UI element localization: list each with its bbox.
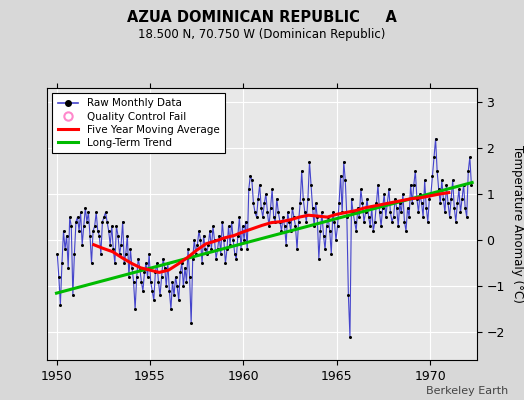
Text: AZUA DOMINICAN REPUBLIC     A: AZUA DOMINICAN REPUBLIC A <box>127 10 397 25</box>
Y-axis label: Temperature Anomaly (°C): Temperature Anomaly (°C) <box>511 145 524 303</box>
Text: 18.500 N, 70.750 W (Dominican Republic): 18.500 N, 70.750 W (Dominican Republic) <box>138 28 386 41</box>
Legend: Raw Monthly Data, Quality Control Fail, Five Year Moving Average, Long-Term Tren: Raw Monthly Data, Quality Control Fail, … <box>52 93 225 153</box>
Text: Berkeley Earth: Berkeley Earth <box>426 386 508 396</box>
